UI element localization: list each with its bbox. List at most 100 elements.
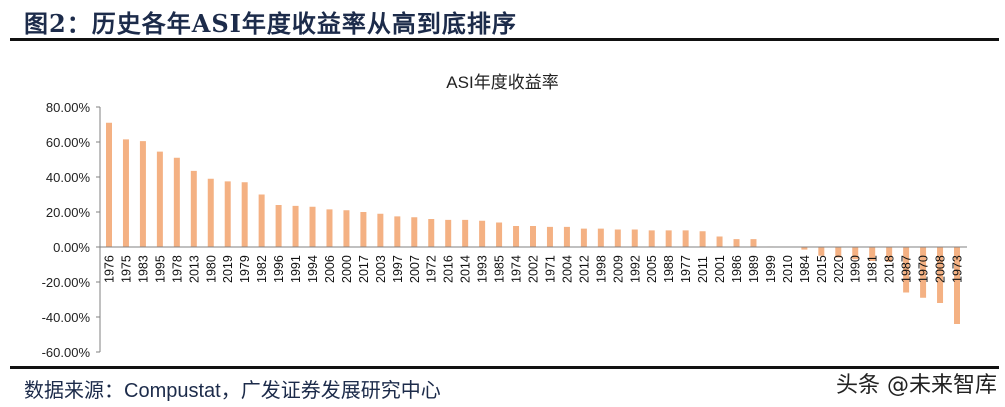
bar [733,239,740,247]
bar [869,247,876,261]
x-tick-label: 2016 [442,255,456,283]
y-tick-label: -40.00% [42,310,91,325]
y-tick-label: 60.00% [46,135,91,150]
x-tick-label: 1984 [798,255,812,283]
x-tick-label: 1996 [272,255,286,283]
x-tick-label: 1999 [764,255,778,283]
bar [224,181,231,247]
bar [377,213,384,247]
bar [207,178,214,247]
x-tick-label: 1986 [730,255,744,283]
bar [496,222,503,247]
source-en: Compustat [124,380,221,402]
bar [275,205,282,247]
bar [106,122,112,247]
y-tick-label: 80.00% [46,100,91,115]
bar [631,229,638,247]
x-tick-label: 2013 [187,255,201,283]
x-tick-label: 1981 [866,255,880,283]
bar [530,226,536,247]
bar [445,219,452,247]
x-tick-label: 2002 [527,255,541,283]
x-tick-label: 1982 [255,255,269,283]
x-tick-label: 1972 [425,255,439,283]
bar [241,182,248,247]
x-tick-label: 2007 [408,255,422,283]
bar [563,226,570,247]
bar [122,139,129,247]
bar [513,226,520,247]
x-tick-label: 2003 [374,255,388,283]
bar [597,228,604,247]
bar [903,247,910,293]
x-tick-label: 1973 [951,255,965,283]
x-tick-label: 2015 [815,255,829,283]
x-tick-label: 1975 [119,255,133,283]
x-tick-label: 2018 [883,255,897,283]
bar [462,219,469,247]
bar [699,231,706,247]
x-tick-label: 1970 [917,255,931,283]
source-rest: ，广发证券发展研究中心 [220,378,441,402]
bar [292,205,299,247]
x-tick-label: 1987 [900,255,914,283]
bar [190,170,197,247]
bar [326,209,333,247]
source-label: 数据来源： [24,378,124,402]
x-tick-label: 1974 [510,255,524,283]
bar [173,157,180,247]
x-tick-label: 1988 [662,255,676,283]
bar [343,210,350,247]
x-tick-label: 2005 [645,255,659,283]
bar [479,220,486,247]
x-tick-label: 1991 [289,255,303,283]
data-source: 数据来源：Compustat，广发证券发展研究中心 [24,374,441,403]
x-tick-label: 1977 [679,255,693,283]
bars [100,122,967,324]
bar [937,247,944,303]
bar [309,206,316,247]
bar [580,228,587,247]
bar [665,230,672,247]
chart-title: ASI年度收益率 [446,73,559,92]
bar [852,247,859,260]
x-tick-label: 2020 [832,255,846,283]
x-tick-label: 1997 [391,255,405,283]
y-tick-label: 20.00% [46,205,91,220]
x-tick-label: 2001 [713,255,727,283]
x-tick-label: 2019 [221,255,235,283]
title-divider [10,38,999,41]
x-tick-label: 2008 [934,255,948,283]
bar [750,239,757,247]
bar [920,247,927,298]
x-tick-label: 2017 [357,255,371,283]
watermark: 头条 @未来智库 [836,373,997,398]
bar [139,141,146,247]
y-tick-label: 0.00% [53,240,90,255]
y-axis: 80.00% 60.00% 40.00% 20.00% 0.00% -20.00% -40.… [42,100,101,360]
y-tick-label: 40.00% [46,170,91,185]
x-tick-label: 2011 [696,256,710,283]
y-tick-label: -20.00% [42,275,91,290]
bar [835,247,842,258]
x-tick-label: 1998 [594,255,608,283]
x-tick-label: 2014 [459,255,473,283]
bar [818,247,825,256]
x-tick-label: 2006 [323,255,337,283]
x-tick-label: 2009 [611,255,625,283]
x-tick-label: 1985 [493,255,507,283]
x-tick-label: 2012 [577,255,591,283]
x-tick-label: 1976 [103,255,117,283]
bar [360,212,367,247]
x-tick-label: 1994 [306,255,320,283]
y-tick-label: -60.00% [42,345,91,360]
x-tick-label: 1990 [849,255,863,283]
x-tick-label: 1995 [153,255,167,283]
bar [428,219,435,247]
x-tick-label: 2000 [340,255,354,283]
x-tick-label: 1980 [204,255,218,283]
x-tick-label: 1979 [238,255,252,283]
bar [682,230,689,247]
x-tick-label: 2004 [560,255,574,283]
